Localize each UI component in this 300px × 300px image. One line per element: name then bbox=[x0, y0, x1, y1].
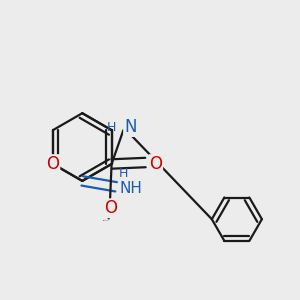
Text: O: O bbox=[149, 155, 162, 173]
Text: H: H bbox=[106, 121, 116, 134]
Text: N: N bbox=[124, 118, 136, 136]
Text: O: O bbox=[103, 199, 117, 217]
Text: H: H bbox=[118, 167, 128, 180]
Text: methoxy: methoxy bbox=[103, 220, 109, 221]
Text: NH: NH bbox=[119, 181, 142, 196]
Text: O: O bbox=[46, 155, 59, 173]
